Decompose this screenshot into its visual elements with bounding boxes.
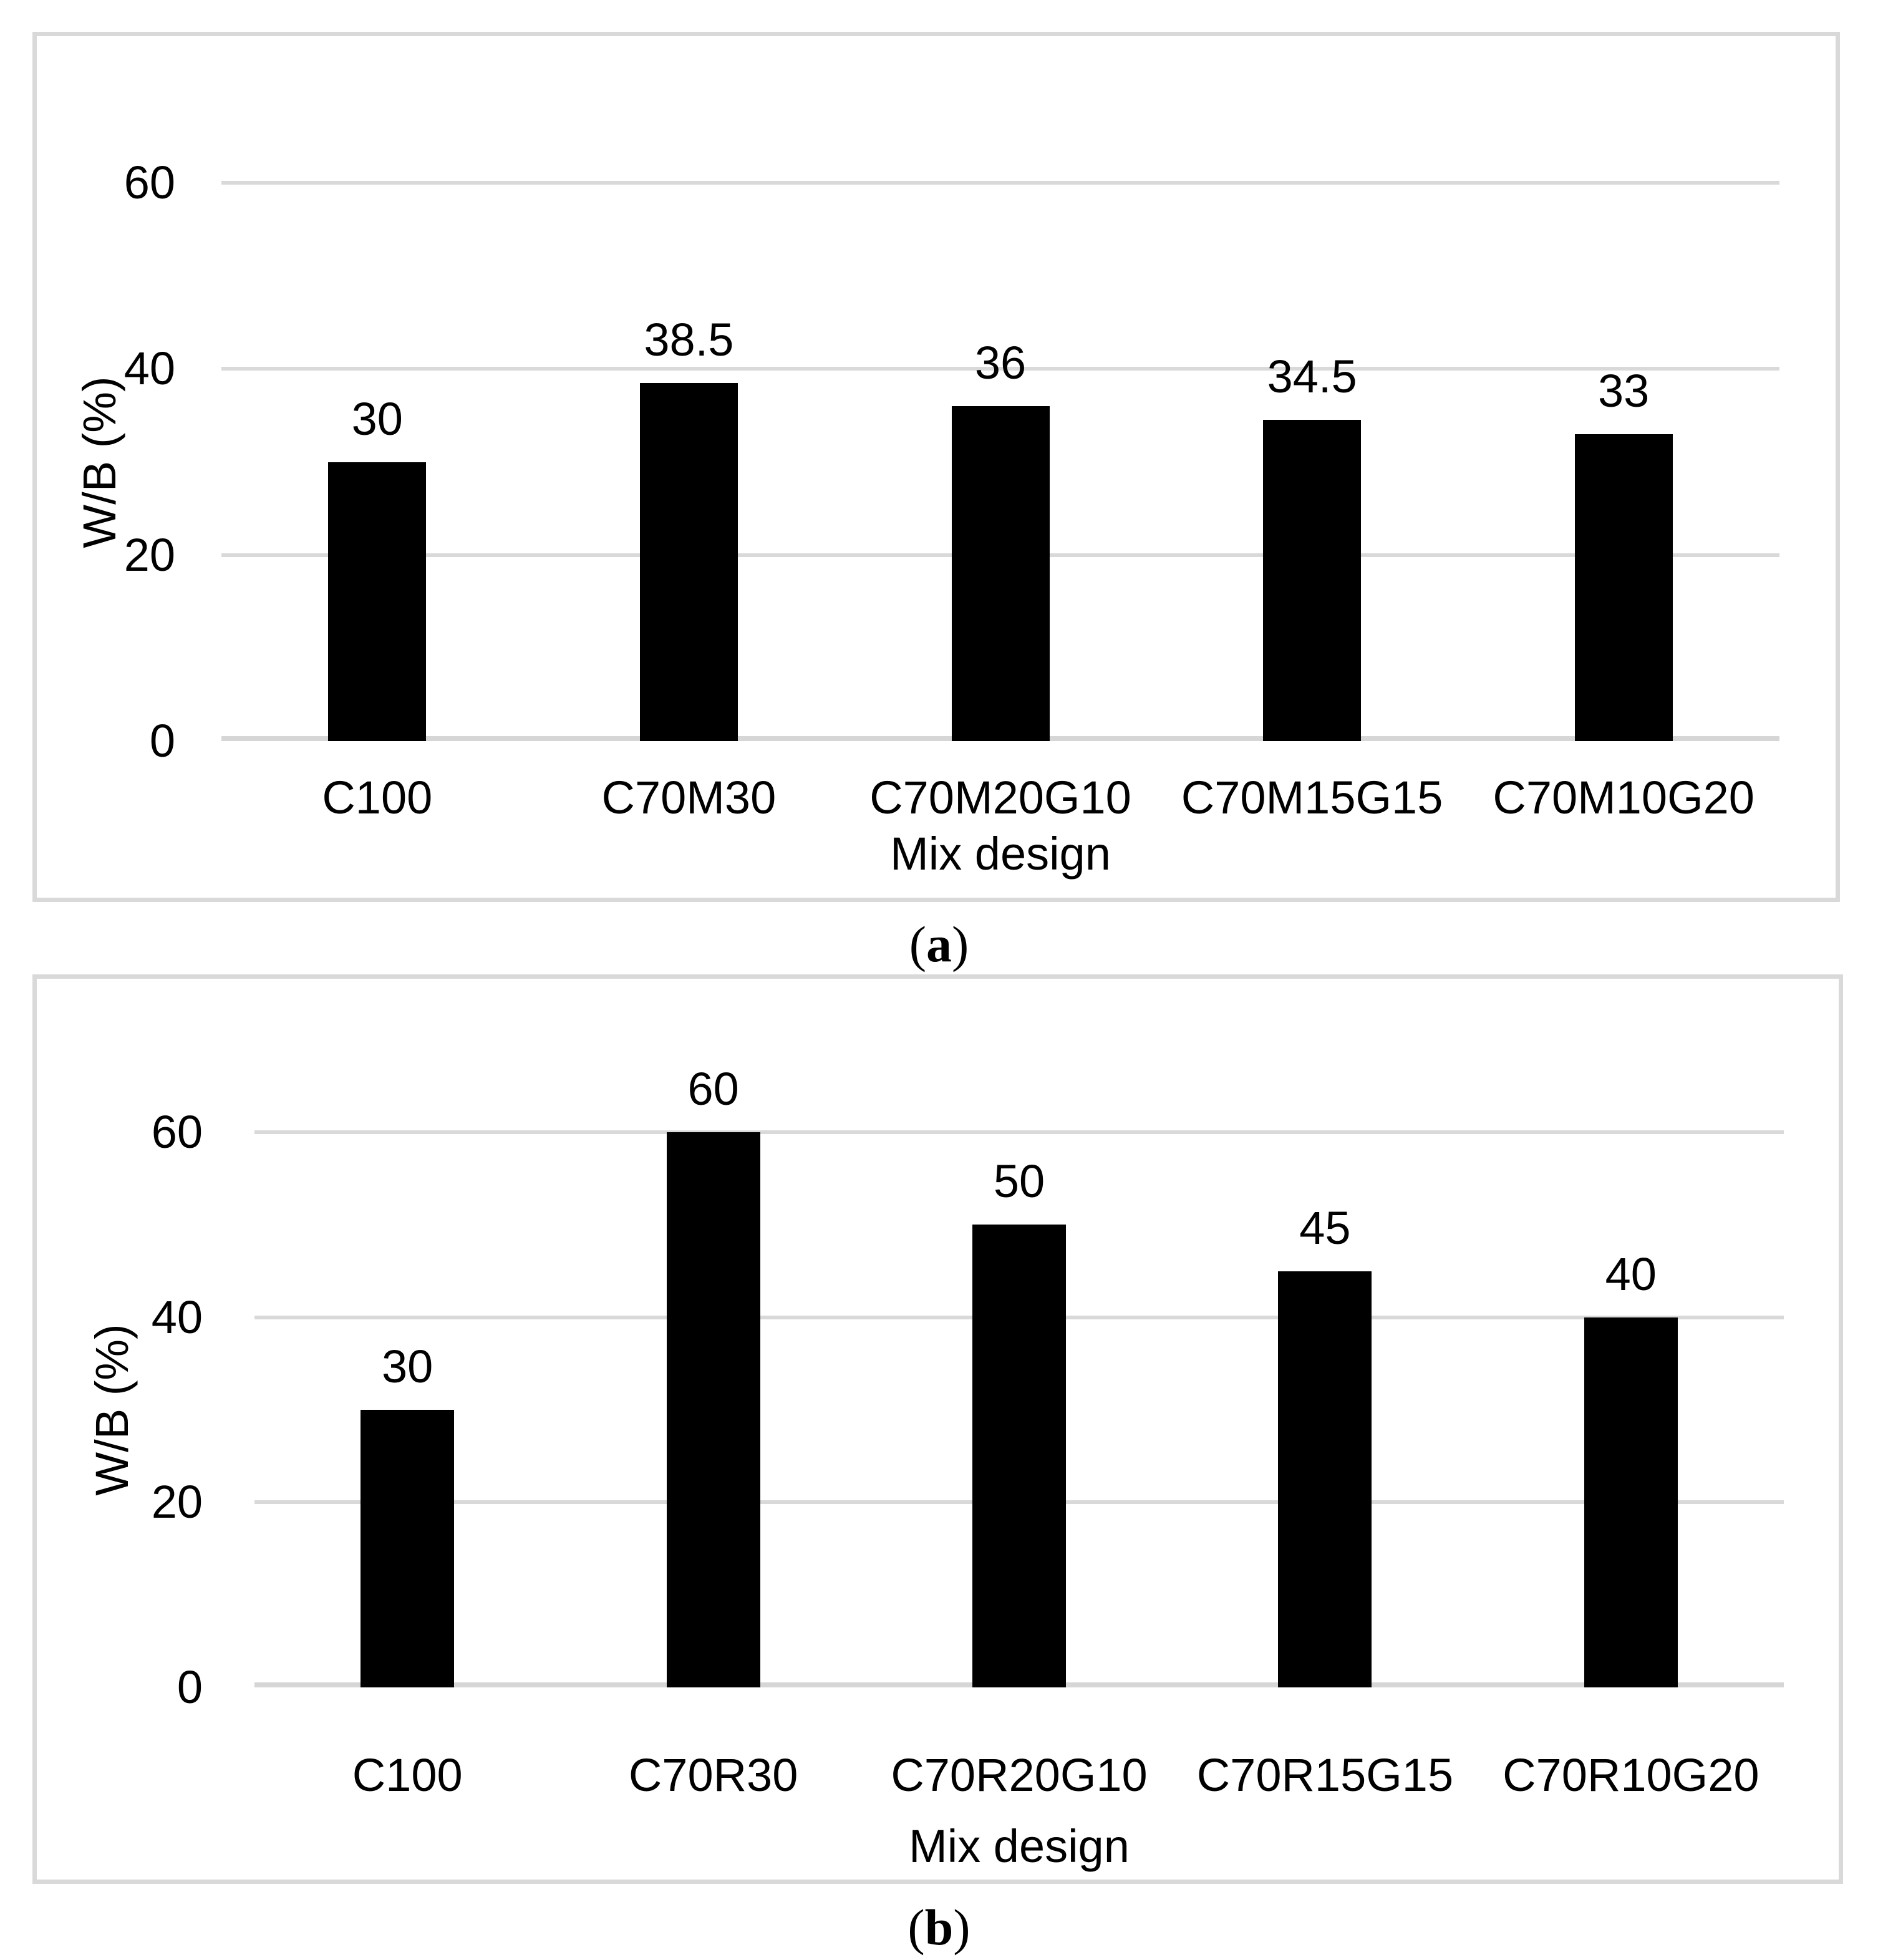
chart-panel-a: W/B (%) 0 20 40 60 30 38.5 36 34.5 33 C100 C70M3…	[32, 32, 1840, 902]
bar-C70R10G20	[1584, 1317, 1678, 1687]
chart-panel-b: W/B (%) 0 20 40 60 30 60 50 45 40 C100 C70R30 C70…	[32, 974, 1843, 1884]
bar-C70M30	[639, 382, 738, 741]
bar-value-label: 30	[382, 1341, 433, 1392]
y-tick-label: 0	[177, 1661, 203, 1713]
x-axis-category-labels: C100 C70M30 C70M20G10 C70M15G15 C70M10G20	[221, 770, 1779, 826]
gridline	[221, 367, 1779, 371]
y-tick-label: 20	[123, 528, 175, 581]
x-axis-category-labels: C100 C70R30 C70R20G10 C70R15G15 C70R10G20	[254, 1747, 1784, 1803]
bar-C100	[361, 1410, 455, 1687]
plot-area: 30 38.5 36 34.5 33	[221, 181, 1779, 741]
bar-C70R15G15	[1278, 1271, 1372, 1687]
bar-value-label: 30	[351, 392, 403, 445]
bar-C70M10G20	[1574, 434, 1673, 741]
figure-caption-a: (a)	[0, 915, 1878, 974]
bar-C70M15G15	[1263, 420, 1362, 741]
caption-paren-open: (	[909, 916, 926, 973]
bar-value-label: 45	[1299, 1201, 1351, 1254]
bar-C70M20G10	[951, 406, 1050, 741]
caption-paren-close: )	[952, 916, 969, 973]
y-tick-label: 60	[151, 1106, 203, 1158]
bar-value-label: 50	[993, 1155, 1045, 1208]
bar-C100	[328, 462, 427, 741]
bar-value-label: 38.5	[644, 313, 734, 366]
category-label: C70M10G20	[1493, 772, 1755, 823]
y-tick-label: 60	[123, 157, 175, 208]
y-axis-ticks: 0 20 40 60	[37, 158, 175, 766]
category-label: C70R20G10	[891, 1749, 1148, 1801]
y-tick-label: 20	[151, 1476, 203, 1528]
bar-value-label: 60	[687, 1063, 739, 1115]
bar-value-label: 40	[1605, 1248, 1657, 1300]
gridline	[221, 181, 1779, 185]
bar-C70R30	[666, 1132, 760, 1687]
gridline	[254, 1130, 1784, 1134]
bar-value-label: 36	[974, 337, 1027, 389]
bar-value-label: 34.5	[1267, 351, 1357, 403]
bar-C70R20G10	[972, 1225, 1066, 1687]
category-label: C70R15G15	[1196, 1749, 1454, 1801]
y-axis-ticks: 0 20 40 60	[37, 1107, 203, 1712]
figure-caption-b: (b)	[0, 1898, 1878, 1958]
y-tick-label: 40	[123, 342, 175, 395]
category-label: C70R30	[628, 1749, 798, 1801]
bar-value-label: 33	[1598, 364, 1650, 417]
x-axis-title: Mix design	[890, 828, 1111, 880]
y-tick-label: 0	[149, 715, 175, 767]
x-axis-title: Mix design	[909, 1820, 1130, 1872]
caption-letter: b	[924, 1899, 954, 1956]
category-label: C70R10G20	[1503, 1749, 1759, 1801]
category-label: C100	[322, 772, 433, 823]
category-label: C70M30	[601, 772, 777, 823]
category-label: C70M15G15	[1181, 772, 1443, 823]
y-tick-label: 40	[151, 1291, 203, 1343]
category-label: C100	[352, 1749, 463, 1801]
category-label: C70M20G10	[869, 772, 1131, 823]
caption-paren-close: )	[953, 1899, 970, 1956]
caption-letter: a	[926, 916, 952, 973]
caption-paren-open: (	[908, 1899, 925, 1956]
plot-area: 30 60 50 45 40	[254, 1065, 1784, 1687]
